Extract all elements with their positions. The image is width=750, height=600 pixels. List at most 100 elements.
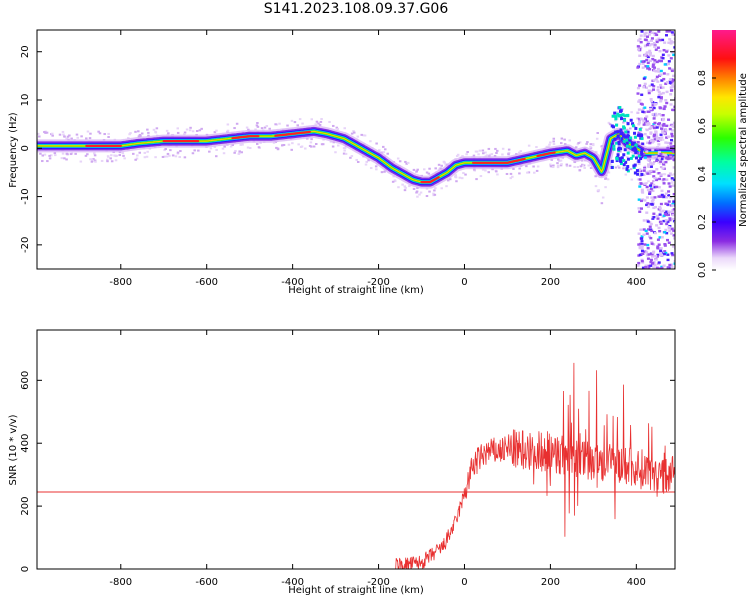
spectrogram-noise [668, 38, 672, 41]
spectrogram-noise [640, 172, 644, 176]
spectrogram-noise [667, 118, 671, 121]
spectrogram-speckle [282, 143, 286, 146]
spectrogram-speckle [643, 165, 647, 168]
spectrogram-noise [616, 153, 620, 157]
spectrogram-noise [656, 80, 660, 83]
spectrogram-noise [650, 242, 654, 245]
spectrogram-speckle [92, 157, 95, 160]
spectrogram-speckle [356, 160, 360, 163]
spectrogram-speckle [352, 130, 355, 133]
colorbar-tick-label: 0.8 [697, 70, 708, 86]
spectrogram-speckle [39, 152, 42, 155]
spectrogram-noise [670, 265, 674, 269]
spectrogram-noise [666, 145, 670, 148]
snr-xtick-label: -400 [281, 577, 304, 588]
spectrogram-frame [36, 29, 676, 270]
spectrogram-noise [646, 188, 650, 192]
spectrogram-noise [640, 137, 644, 141]
spectrogram-noise [660, 129, 664, 132]
spectrogram-hotspot [472, 157, 526, 164]
spectrogram-speckle [215, 129, 218, 132]
spectrogram-speckle [629, 127, 632, 130]
spectrogram-noise [633, 131, 637, 135]
spectrogram-noise [661, 167, 665, 170]
spectrogram-noise [636, 133, 640, 137]
spectrogram-noise [617, 142, 621, 146]
spectrogram-speckle [648, 172, 652, 175]
spectrogram-noise [663, 212, 667, 216]
spectrogram-noise [650, 100, 654, 103]
snr-plot-area [37, 362, 675, 569]
spectrogram-speckle [657, 161, 660, 164]
snr-xtick-label: 200 [541, 577, 560, 588]
spectrogram-speckle [622, 167, 625, 170]
spectrogram-speckle [75, 133, 79, 136]
spectrogram-noise [619, 160, 623, 164]
spectrogram-noise [634, 156, 638, 160]
spectrogram-speckle [256, 125, 260, 128]
spectrogram-speckle [197, 149, 200, 152]
spectrogram-noise [643, 38, 647, 41]
spectrogram-speckle [607, 171, 611, 174]
spectrogram-noise [644, 65, 648, 68]
spectrogram-hotspot [420, 176, 440, 184]
spectrogram-noise [621, 113, 625, 117]
spectrogram-speckle [606, 178, 610, 181]
spectrogram-noise [640, 150, 644, 154]
spectrogram-noise [636, 48, 640, 51]
spectrogram-noise [669, 145, 673, 148]
spectrogram-noise [653, 42, 657, 45]
spectrogram-speckle [37, 132, 40, 135]
spectrogram-speckle [209, 147, 213, 150]
spectrogram-speckle [336, 127, 340, 130]
snr-xtick-label: -600 [195, 577, 218, 588]
spectrogram-noise [668, 157, 672, 160]
spectrogram-noise [646, 220, 650, 223]
spectrogram-noise [659, 83, 663, 87]
spectrogram-noise [649, 184, 653, 187]
spectrogram-speckle [94, 160, 97, 163]
spectrogram-noise [631, 147, 635, 151]
spectrogram-speckle [496, 149, 499, 152]
spectrogram-speckle [185, 128, 189, 131]
spectrogram-speckle [233, 127, 236, 130]
spectrogram-speckle [143, 156, 147, 159]
spectrogram-noise [655, 60, 659, 64]
spectrogram-noise [650, 169, 654, 173]
spectrogram-noise [672, 78, 675, 82]
spectrogram-speckle [509, 177, 513, 180]
spectrogram-speckle [138, 133, 142, 136]
spectrogram-speckle [563, 143, 567, 146]
spectrogram-noise [670, 31, 674, 34]
spectrogram-noise [669, 154, 673, 157]
spectrogram-speckle [560, 142, 563, 145]
spectrogram-noise [655, 137, 659, 141]
spectrogram-speckle [415, 170, 418, 173]
spectrogram-noise [643, 148, 647, 151]
spectrogram-noise [626, 114, 630, 118]
spectrogram-speckle [165, 155, 169, 158]
spectrogram-noise [636, 66, 640, 69]
spectrogram-speckle [109, 157, 112, 160]
spectrogram-speckle [406, 161, 410, 164]
spectrogram-noise [663, 105, 667, 108]
spectrogram-noise [650, 89, 654, 93]
spectrogram-speckle [85, 137, 88, 140]
spectrogram-noise [672, 208, 675, 211]
spectrogram-noise [660, 157, 664, 161]
spectrogram-speckle [118, 154, 122, 157]
spectrogram-noise [651, 189, 655, 193]
spectrogram-speckle [484, 169, 487, 172]
spectrogram-noise [637, 198, 641, 201]
spectrogram-speckle [310, 118, 314, 121]
spectrogram-speckle [272, 141, 276, 144]
spectrogram-noise [667, 213, 671, 217]
spectrogram-panel: -800 -600 -400 -200 0 200 400 -20 -10 0 10 20 Frequ… [8, 29, 676, 296]
spectrogram-noise [653, 231, 657, 235]
spectrogram-noise [648, 59, 652, 63]
spectrogram-speckle [100, 159, 104, 162]
spectrogram-noise [653, 44, 657, 47]
spectrogram-noise [662, 264, 666, 268]
spectrogram-speckle [287, 143, 291, 146]
